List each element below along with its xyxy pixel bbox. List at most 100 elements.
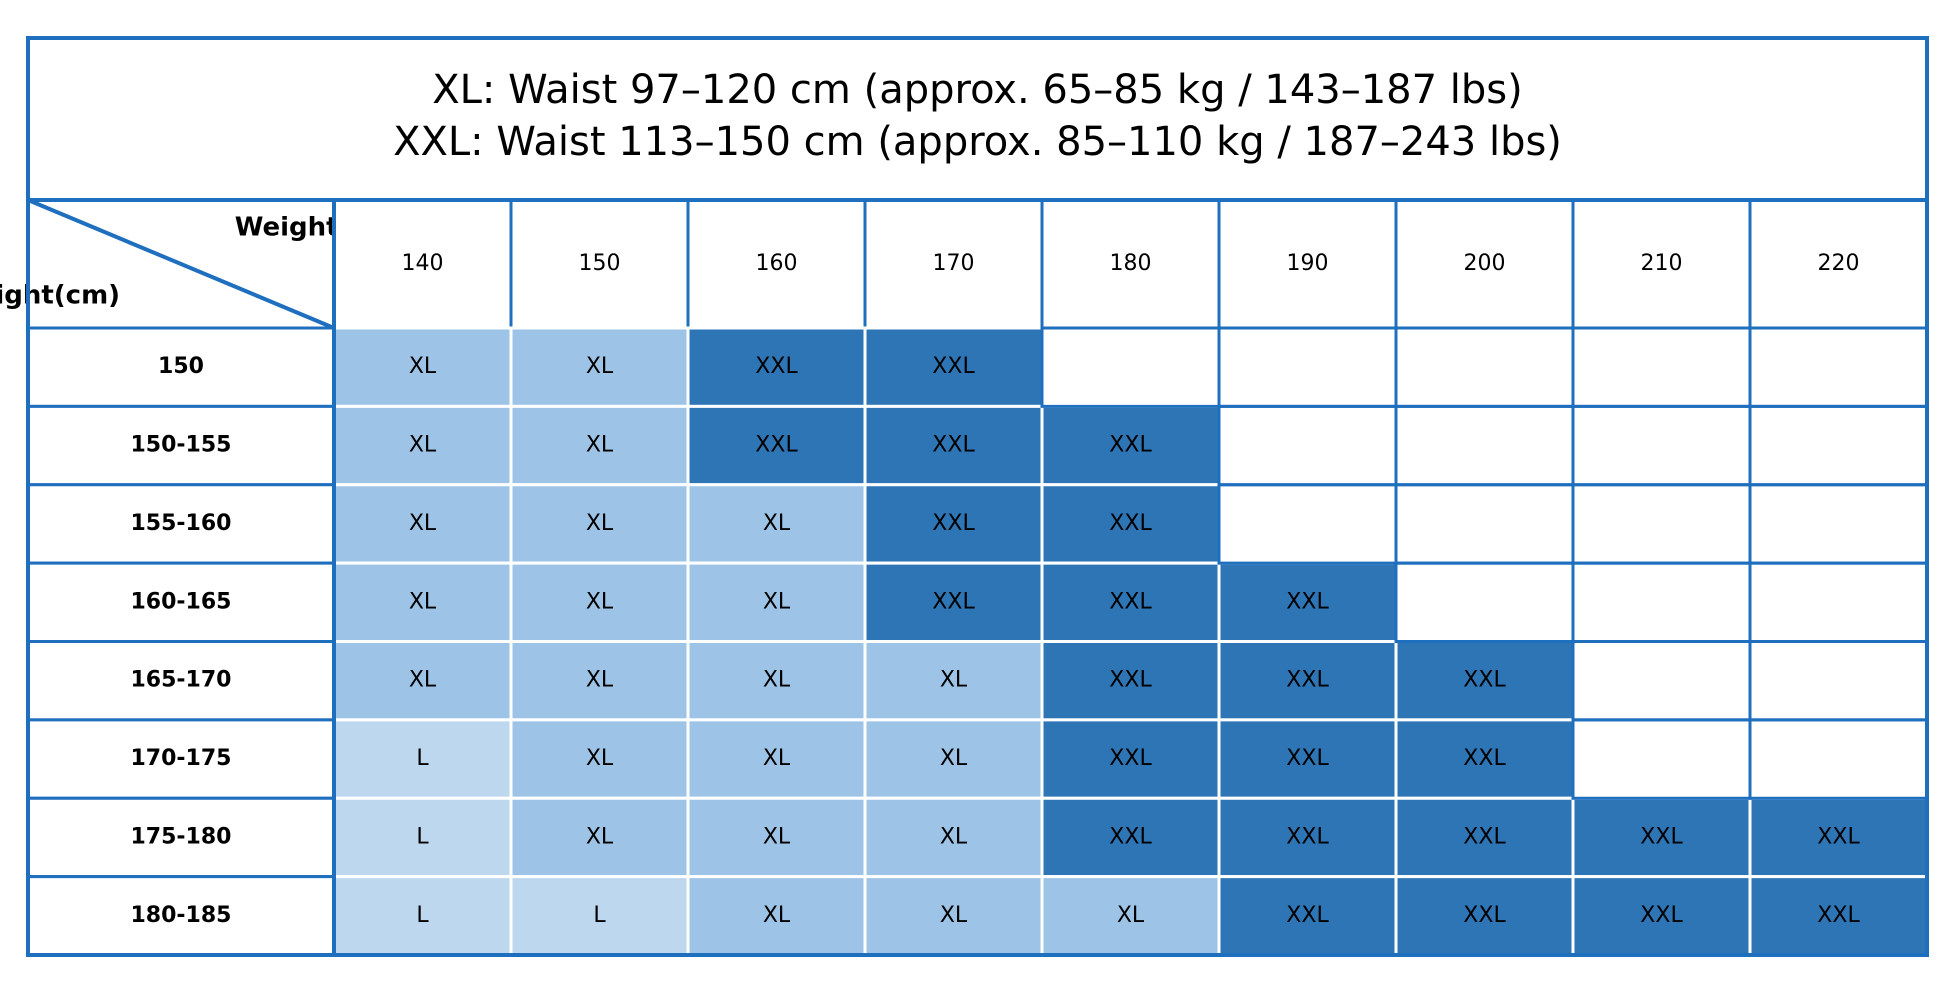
size-label: XXL	[1109, 511, 1152, 536]
size-label: XXL	[755, 433, 798, 458]
size-label: XXL	[1463, 903, 1506, 928]
size-label: XXL	[1286, 903, 1329, 928]
size-label: XXL	[932, 354, 975, 379]
size-cell	[863, 404, 1044, 487]
size-label: XL	[763, 668, 791, 693]
empty-cell	[1571, 561, 1752, 643]
table-frame	[26, 36, 1929, 957]
size-cell	[1217, 796, 1398, 879]
row-label: 150	[158, 354, 204, 379]
column-header: 170	[933, 251, 975, 276]
empty-cell	[1571, 718, 1752, 800]
size-label: XL	[409, 511, 437, 536]
column-header: 140	[402, 251, 444, 276]
size-cell	[332, 326, 513, 408]
size-cell	[1571, 875, 1752, 957]
row-label: 180-185	[131, 903, 232, 928]
size-cell	[686, 718, 867, 800]
size-cell	[863, 561, 1044, 643]
empty-cell	[1394, 483, 1575, 565]
size-label: XL	[940, 746, 968, 771]
column-header: 220	[1818, 251, 1860, 276]
empty-cell	[1394, 404, 1575, 487]
size-label: L	[416, 824, 429, 849]
empty-cell	[1040, 326, 1221, 408]
size-cell	[1394, 796, 1575, 879]
header-cell	[863, 198, 1044, 330]
size-label: XXL	[1640, 824, 1683, 849]
size-label: XL	[763, 903, 791, 928]
size-label: XL	[940, 824, 968, 849]
size-label: XXL	[1640, 903, 1683, 928]
size-cell	[1040, 875, 1221, 957]
empty-cell	[1217, 483, 1398, 565]
row-axis-label: Height(cm)	[0, 281, 120, 311]
size-label: XL	[763, 746, 791, 771]
size-label: XXL	[1463, 746, 1506, 771]
size-label: L	[593, 903, 606, 928]
row-header-cell	[26, 640, 336, 722]
size-cell	[509, 326, 690, 408]
empty-cell	[1748, 404, 1929, 487]
row-label: 175-180	[131, 824, 232, 849]
size-cell	[332, 483, 513, 565]
size-label: XL	[409, 433, 437, 458]
column-header: 190	[1287, 251, 1329, 276]
size-label: XXL	[932, 433, 975, 458]
size-label: XXL	[1286, 668, 1329, 693]
size-label: XL	[940, 903, 968, 928]
size-label: XL	[586, 589, 614, 614]
size-label: XL	[586, 668, 614, 693]
size-cell	[1748, 875, 1929, 957]
size-label: L	[416, 903, 429, 928]
size-cell	[686, 404, 867, 487]
empty-cell	[1748, 561, 1929, 643]
size-cell	[332, 718, 513, 800]
size-label: XXL	[1109, 589, 1152, 614]
empty-cell	[1394, 326, 1575, 408]
size-cell	[1040, 404, 1221, 487]
row-label: 160-165	[131, 589, 232, 614]
size-label: XXL	[1817, 824, 1860, 849]
empty-cell	[1571, 483, 1752, 565]
size-label: XXL	[1286, 824, 1329, 849]
size-label: XXL	[1286, 746, 1329, 771]
size-cell	[509, 796, 690, 879]
column-header: 210	[1641, 251, 1683, 276]
row-header-cell	[26, 326, 336, 408]
size-label: XXL	[1109, 668, 1152, 693]
size-label: XL	[940, 668, 968, 693]
size-label: XL	[763, 824, 791, 849]
empty-cell	[1748, 483, 1929, 565]
empty-cell	[1217, 404, 1398, 487]
header-cell	[1217, 198, 1398, 330]
column-header: 200	[1464, 251, 1506, 276]
size-label: XXL	[1109, 746, 1152, 771]
size-label: XXL	[1109, 824, 1152, 849]
size-label: XL	[409, 354, 437, 379]
size-label: L	[416, 746, 429, 771]
row-label: 150-155	[131, 433, 232, 458]
empty-cell	[1571, 404, 1752, 487]
size-cell	[509, 875, 690, 957]
column-header: 150	[579, 251, 621, 276]
title-line: XXL: Waist 113–150 cm (approx. 85–110 kg…	[393, 119, 1562, 165]
corner-diagonal	[27, 198, 335, 330]
size-label: XL	[586, 511, 614, 536]
size-cell	[1394, 640, 1575, 722]
size-label: XL	[586, 354, 614, 379]
empty-cell	[1571, 640, 1752, 722]
header-cell	[1748, 198, 1929, 330]
size-label: XL	[409, 589, 437, 614]
row-label: 170-175	[131, 746, 232, 771]
size-label: XXL	[755, 354, 798, 379]
size-cell	[863, 640, 1044, 722]
size-cell	[1394, 718, 1575, 800]
empty-cell	[1394, 561, 1575, 643]
row-header-cell	[26, 483, 336, 565]
row-label: 165-170	[131, 668, 232, 693]
size-label: XXL	[1463, 824, 1506, 849]
size-label: XL	[586, 746, 614, 771]
size-label: XXL	[1463, 668, 1506, 693]
